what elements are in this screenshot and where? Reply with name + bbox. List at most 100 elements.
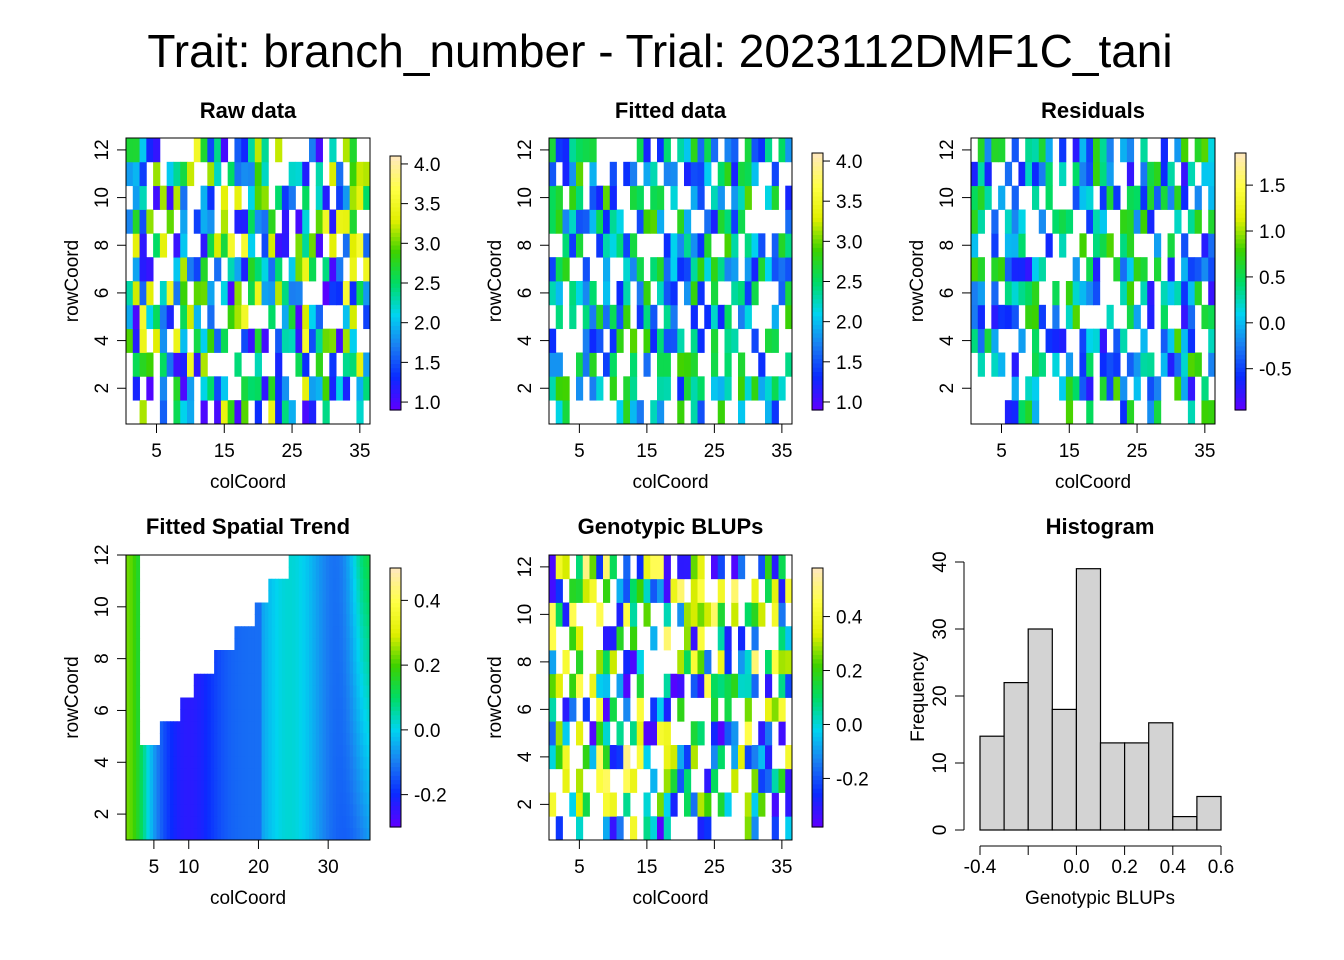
heatmap-cell — [549, 602, 557, 627]
heatmap-cell — [312, 626, 317, 639]
heatmap-cell — [309, 697, 313, 710]
heatmap-cell — [288, 555, 293, 568]
heatmap-cell — [650, 304, 658, 330]
heatmap-cell — [346, 673, 351, 687]
heatmap-cell — [309, 792, 313, 805]
heatmap-cell — [576, 138, 584, 163]
heatmap-cell — [170, 804, 174, 817]
heatmap-cell — [1154, 376, 1162, 401]
heatmap-cell — [210, 721, 215, 734]
heatmap-cell — [234, 281, 242, 306]
colorbar-step — [390, 723, 401, 729]
heatmap-cell — [278, 780, 283, 794]
colorbar-step — [812, 611, 823, 617]
heatmap-cell — [984, 138, 992, 163]
heatmap-cell — [339, 804, 344, 817]
heatmap-cell — [744, 697, 752, 722]
heatmap-cell — [1113, 257, 1121, 282]
heatmap-cell — [251, 638, 256, 651]
heatmap-cell — [336, 614, 340, 627]
heatmap-cell — [132, 661, 137, 675]
heatmap-cell — [210, 828, 215, 841]
heatmap-cell — [1181, 328, 1189, 353]
heatmap-cell — [576, 673, 584, 698]
heatmap-cell — [356, 566, 361, 580]
y-tick-label: 10 — [515, 604, 536, 625]
heatmap-cell — [217, 768, 222, 782]
heatmap-cell — [1126, 185, 1135, 210]
heatmap-cell — [650, 161, 658, 187]
heatmap-cell — [771, 185, 779, 210]
heatmap-cell — [325, 626, 330, 639]
heatmap-cell — [549, 626, 557, 651]
heatmap-cell — [562, 257, 570, 282]
heatmap-cell — [1126, 138, 1135, 163]
heatmap-cell — [555, 602, 563, 627]
heatmap-cell — [353, 745, 357, 758]
heatmap-cell — [261, 638, 266, 651]
heatmap-cell — [197, 673, 202, 687]
heatmap-cell — [731, 185, 739, 210]
heatmap-cell — [251, 733, 256, 746]
heatmap-cell — [302, 685, 307, 699]
heatmap-cell — [339, 673, 344, 687]
heatmap-cell — [1181, 257, 1189, 282]
heatmap-cell — [339, 828, 344, 841]
colorbar-step — [1235, 332, 1246, 338]
heatmap-cell — [322, 638, 327, 651]
heatmap-cell — [346, 602, 351, 615]
heatmap-cell — [1032, 161, 1040, 187]
heatmap-cell — [258, 816, 263, 829]
heatmap-cell — [670, 745, 678, 770]
heatmap-cell — [271, 721, 276, 734]
heatmap-cell — [251, 828, 256, 841]
heatmap-cell — [146, 376, 154, 401]
heatmap-cell — [241, 626, 246, 639]
heatmap-cell — [751, 792, 759, 817]
heatmap-cell — [302, 673, 307, 687]
heatmap-cell — [684, 138, 692, 163]
heatmap-cell — [264, 768, 269, 782]
heatmap-cell — [261, 673, 266, 687]
heatmap-cell — [305, 768, 310, 782]
heatmap-cell — [241, 804, 246, 817]
heatmap-cell — [623, 257, 631, 282]
heatmap-cell — [697, 792, 705, 817]
heatmap-cell — [234, 638, 239, 651]
heatmap-cell — [126, 816, 130, 829]
heatmap-cell — [268, 614, 273, 627]
heatmap-cell — [650, 816, 658, 841]
heatmap-cell — [319, 792, 324, 805]
heatmap-cell — [305, 828, 310, 841]
heatmap-cell — [724, 650, 732, 675]
colorbar-step — [1235, 212, 1246, 218]
heatmap-cell — [363, 697, 368, 710]
heatmap-cell — [305, 650, 310, 663]
heatmap-cell — [220, 768, 225, 782]
heatmap-cell — [146, 138, 154, 163]
colorbar-step — [812, 208, 823, 214]
heatmap-cell — [711, 768, 719, 793]
heatmap-cell — [1133, 376, 1141, 401]
colorbar-step — [812, 727, 823, 733]
heatmap-cell — [657, 257, 665, 282]
heatmap-cell — [785, 578, 793, 603]
heatmap-cell — [224, 804, 229, 817]
heatmap-cell — [325, 673, 330, 687]
heatmap-cell — [562, 209, 570, 234]
heatmap-cell — [129, 578, 134, 592]
heatmap-cell — [275, 733, 279, 746]
colorbar-step — [390, 219, 401, 225]
heatmap-cell — [339, 780, 344, 794]
colorbar-step — [812, 740, 823, 746]
heatmap-cell — [359, 685, 364, 699]
heatmap-cell — [268, 209, 276, 234]
heatmap-cell — [1147, 304, 1155, 330]
heatmap-cell — [261, 733, 266, 746]
heatmap-cell — [329, 578, 334, 592]
heatmap-cell — [292, 816, 296, 829]
heatmap-cell — [241, 376, 249, 401]
heatmap-cell — [315, 780, 320, 794]
heatmap-cell — [609, 209, 617, 234]
heatmap-cell — [1011, 138, 1019, 163]
